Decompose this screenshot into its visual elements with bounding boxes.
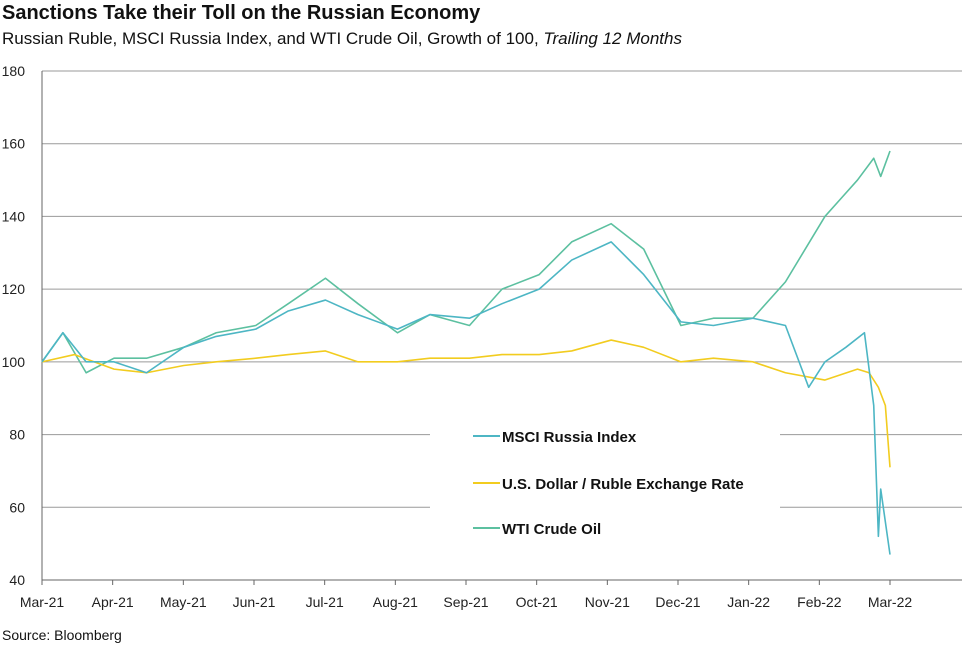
x-tick-label: Mar-21 bbox=[20, 594, 65, 610]
legend-label: WTI Crude Oil bbox=[502, 521, 601, 538]
chart-title: Sanctions Take their Toll on the Russian… bbox=[2, 2, 481, 24]
x-tick-label: Mar-22 bbox=[868, 594, 913, 610]
x-tick-label: Jun-21 bbox=[233, 594, 276, 610]
x-tick-label: Feb-22 bbox=[797, 594, 842, 610]
x-tick-label: Jan-22 bbox=[727, 594, 770, 610]
y-tick-label: 140 bbox=[2, 208, 26, 224]
y-tick-label: 180 bbox=[2, 63, 26, 79]
x-tick-label: Aug-21 bbox=[373, 594, 418, 610]
x-tick-label: Dec-21 bbox=[655, 594, 700, 610]
x-tick-label: May-21 bbox=[160, 594, 207, 610]
series-line-msci-russia-index bbox=[41, 241, 891, 555]
x-tick-label: Apr-21 bbox=[92, 594, 134, 610]
x-tick-label: Jul-21 bbox=[306, 594, 344, 610]
series-line-u-s-dollar-ruble-exchange-rate bbox=[41, 339, 891, 468]
y-tick-label: 80 bbox=[9, 427, 25, 443]
y-tick-label: 100 bbox=[2, 354, 26, 370]
subtitle-italic: Trailing 12 Months bbox=[543, 29, 682, 48]
legend-label: MSCI Russia Index bbox=[502, 429, 637, 446]
chart-subtitle: Russian Ruble, MSCI Russia Index, and WT… bbox=[2, 29, 682, 49]
y-tick-label: 40 bbox=[9, 572, 25, 588]
y-tick-label: 60 bbox=[9, 499, 25, 515]
x-tick-label: Sep-21 bbox=[443, 594, 488, 610]
legend-label: U.S. Dollar / Ruble Exchange Rate bbox=[502, 476, 744, 493]
subtitle-text: Russian Ruble, MSCI Russia Index, and WT… bbox=[2, 29, 544, 48]
series-line-wti-crude-oil bbox=[41, 150, 891, 374]
source-note: Source: Bloomberg bbox=[2, 627, 122, 643]
y-tick-label: 120 bbox=[2, 281, 26, 297]
x-tick-label: Oct-21 bbox=[516, 594, 558, 610]
y-tick-label: 160 bbox=[2, 136, 26, 152]
x-tick-label: Nov-21 bbox=[585, 594, 630, 610]
